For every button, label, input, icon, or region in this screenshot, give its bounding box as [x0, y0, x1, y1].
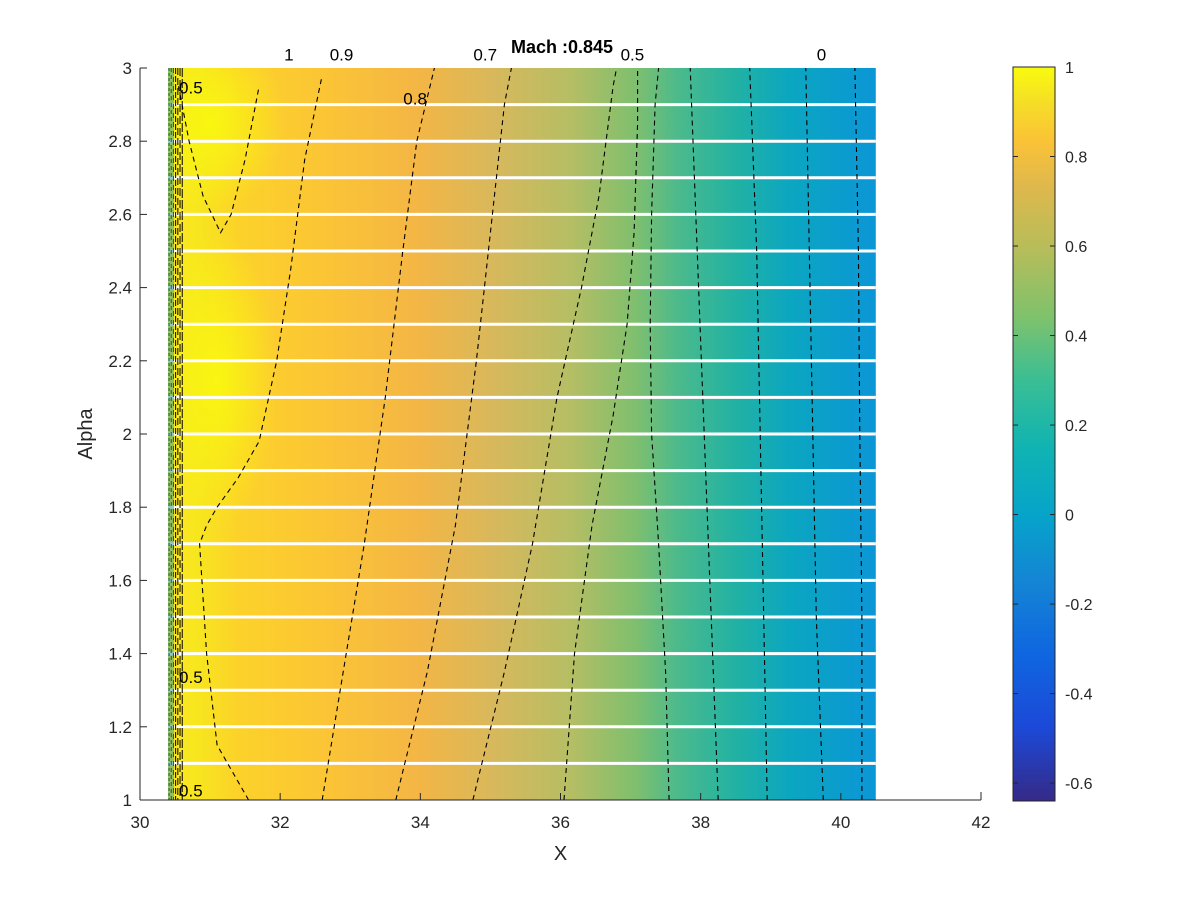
- contour-line: [321, 68, 435, 800]
- y-axis-label: Alpha: [75, 408, 97, 460]
- x-tick-label: 32: [271, 813, 290, 832]
- field-peak-middle: [168, 229, 278, 530]
- y-tick-label: 2.2: [108, 352, 132, 371]
- y-tick-label: 2: [123, 425, 132, 444]
- contour-line: [177, 86, 260, 234]
- y-tick-label: 1.6: [108, 571, 132, 590]
- contour-label: 0.9: [330, 46, 354, 65]
- y-tick-label: 1: [123, 791, 132, 810]
- chart-title: Mach :0.845: [511, 37, 613, 57]
- colorbar-tick-label: -0.2: [1065, 597, 1093, 614]
- x-tick-label: 34: [411, 813, 430, 832]
- colorbar: 1 0.8 0.6 0.4 0.2 0 -0.2 -0.4 -0.6: [1012, 60, 1093, 802]
- colorbar-tick-label: 0.8: [1065, 150, 1087, 167]
- x-tick-label: 36: [551, 813, 570, 832]
- field-peak-top: [168, 68, 286, 213]
- x-axis-label: X: [554, 843, 567, 865]
- contour-label: 0.5: [179, 668, 203, 687]
- contour-label: 0.5: [179, 79, 203, 98]
- x-tick-label: 38: [691, 813, 710, 832]
- x-tick-label: 40: [831, 813, 850, 832]
- y-tick-label: 2.6: [108, 205, 132, 224]
- colorbar-tick-label: 1: [1065, 60, 1074, 77]
- left-edge-contours: [168, 68, 183, 800]
- colorbar-ticks: 1 0.8 0.6 0.4 0.2 0 -0.2 -0.4 -0.6: [1013, 60, 1093, 793]
- colorbar-tick-label: 0.6: [1065, 239, 1087, 256]
- contour-field: [168, 68, 876, 800]
- colorbar-tick-label: -0.6: [1065, 776, 1093, 793]
- contour-labels: 1 0.9 0.7 0.5 0 0.8 0.5 0.5 0.5: [179, 46, 826, 801]
- contour-line: [563, 68, 639, 800]
- colorbar-tick-label: 0.4: [1065, 329, 1087, 346]
- y-tick-label: 1.4: [108, 645, 132, 664]
- colorbar-tick-label: 0.2: [1065, 418, 1087, 435]
- contour-label: 0.5: [179, 781, 203, 800]
- contour-label: 0.7: [473, 46, 497, 65]
- y-tick-label: 2.8: [108, 132, 132, 151]
- contour-label: 0.8: [403, 90, 427, 109]
- contour-line: [854, 68, 863, 800]
- contour-label: 0: [817, 46, 826, 65]
- contour-label: 0.5: [621, 46, 645, 65]
- y-tick-label: 1.8: [108, 498, 132, 517]
- colorbar-gradient: [1012, 66, 1056, 802]
- y-tick-label: 2.4: [108, 279, 132, 298]
- y-tick-label: 1.2: [108, 718, 132, 737]
- x-tick-label: 42: [972, 813, 991, 832]
- x-tick-label: 30: [131, 813, 150, 832]
- contour-line: [649, 68, 670, 800]
- axis-ticks: 30 32 34 36 38 40 42 1 1.2 1.4 1.6 1.8 2 2.2 2.4 2.6 2.8…: [108, 59, 990, 832]
- contour-label: 1: [284, 46, 293, 65]
- y-tick-label: 3: [123, 59, 132, 78]
- contour-line: [199, 75, 323, 800]
- contour-lines: [177, 68, 863, 800]
- edge-band: [168, 68, 175, 800]
- sample-rows: [168, 103, 876, 765]
- contour-line: [472, 68, 618, 800]
- contour-line: [395, 68, 512, 800]
- colorbar-tick-label: 0: [1065, 508, 1074, 525]
- colorbar-tick-label: -0.4: [1065, 687, 1093, 704]
